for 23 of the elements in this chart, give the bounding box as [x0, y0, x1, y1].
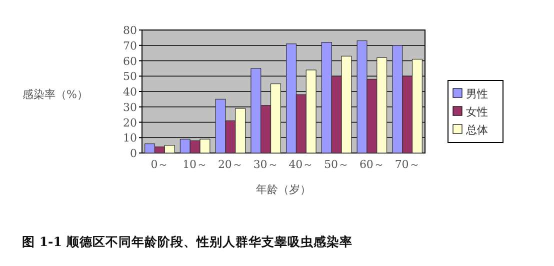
- y-tick-label: 50: [123, 70, 137, 84]
- y-tick-label: 30: [123, 100, 137, 114]
- y-axis-title: 感染率（%）: [22, 88, 88, 101]
- legend-label: 女性: [466, 106, 488, 118]
- y-tick-label: 70: [123, 39, 137, 52]
- y-tick-label: 80: [123, 24, 137, 37]
- x-tick-label: 70～: [394, 158, 420, 171]
- text: 图 1-1 顺德区不同年龄阶段、性别人群华支睾吸虫感染率: [22, 234, 352, 249]
- x-tick-label: 10～: [182, 158, 208, 171]
- x-tick-label: 0～: [150, 158, 169, 171]
- y-tick-label: 40: [123, 86, 137, 98]
- legend-label: 男性: [466, 88, 488, 100]
- y-tick-label: 10: [123, 132, 137, 145]
- x-tick-label: 30～: [253, 158, 278, 171]
- y-tick-label: 0: [130, 147, 137, 160]
- x-tick-label: 20～: [218, 158, 243, 171]
- x-tick-label: 50～: [324, 158, 350, 171]
- y-tick-label: 60: [123, 54, 137, 68]
- x-axis-title: 年龄（岁）: [256, 183, 311, 196]
- x-tick-label: 40～: [288, 158, 314, 171]
- y-tick-label: 20: [123, 116, 137, 130]
- x-tick-label: 60～: [359, 158, 384, 171]
- legend-label: 总体: [465, 124, 488, 136]
